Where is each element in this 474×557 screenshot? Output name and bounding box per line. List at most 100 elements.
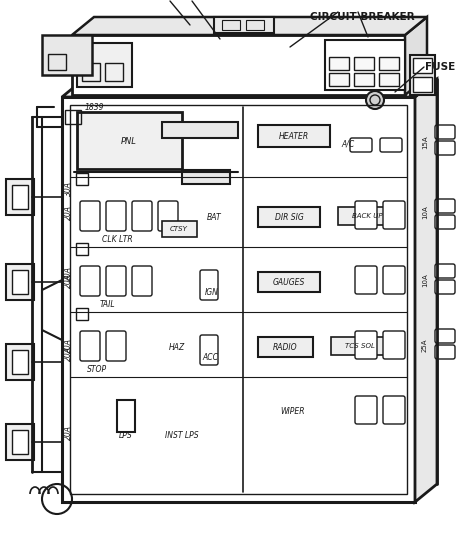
FancyBboxPatch shape: [80, 201, 100, 231]
FancyBboxPatch shape: [435, 280, 455, 294]
FancyBboxPatch shape: [350, 138, 372, 152]
Text: PNL: PNL: [121, 136, 137, 145]
Bar: [12, 185, 28, 209]
Text: INST LPS: INST LPS: [165, 432, 199, 441]
FancyBboxPatch shape: [200, 335, 218, 365]
FancyBboxPatch shape: [355, 331, 377, 359]
Bar: [162, 122, 238, 138]
Bar: [182, 170, 230, 184]
Text: CLK LTR: CLK LTR: [102, 234, 132, 243]
Text: WIPER: WIPER: [281, 408, 305, 417]
FancyBboxPatch shape: [106, 266, 126, 296]
Text: CIRCUIT BREAKER: CIRCUIT BREAKER: [310, 12, 415, 22]
Text: DIR SIG: DIR SIG: [274, 213, 303, 222]
Text: 25A: 25A: [422, 338, 428, 352]
Text: CTSY: CTSY: [170, 226, 188, 232]
Text: HAZ: HAZ: [169, 343, 185, 351]
Bar: [329, 57, 349, 70]
Bar: [413, 77, 432, 92]
FancyBboxPatch shape: [355, 201, 377, 229]
Text: RADIO: RADIO: [273, 343, 297, 351]
Bar: [6, 264, 34, 300]
Bar: [72, 35, 405, 95]
Bar: [331, 337, 389, 355]
Bar: [48, 54, 66, 70]
Bar: [42, 35, 92, 75]
FancyBboxPatch shape: [383, 331, 405, 359]
FancyBboxPatch shape: [383, 266, 405, 294]
Bar: [105, 63, 123, 81]
Text: 20A: 20A: [64, 345, 73, 360]
Bar: [70, 105, 407, 494]
Bar: [77, 43, 132, 87]
Text: STOP: STOP: [87, 364, 107, 374]
Text: 20A: 20A: [64, 204, 73, 219]
Bar: [329, 73, 349, 86]
Bar: [258, 125, 330, 147]
Bar: [76, 308, 88, 320]
Text: TCS SOL: TCS SOL: [345, 343, 375, 349]
Bar: [222, 20, 240, 30]
FancyBboxPatch shape: [435, 141, 455, 155]
Polygon shape: [415, 79, 437, 502]
Bar: [162, 221, 197, 237]
Text: 15A: 15A: [422, 135, 428, 149]
Bar: [258, 272, 320, 292]
Bar: [12, 270, 28, 294]
Bar: [6, 179, 34, 215]
FancyBboxPatch shape: [383, 201, 405, 229]
Bar: [258, 337, 313, 357]
FancyBboxPatch shape: [106, 201, 126, 231]
FancyBboxPatch shape: [435, 199, 455, 213]
Text: 20A: 20A: [64, 266, 73, 281]
Bar: [354, 57, 374, 70]
Text: 10A: 10A: [422, 205, 428, 219]
Bar: [77, 112, 182, 169]
FancyBboxPatch shape: [380, 138, 402, 152]
FancyBboxPatch shape: [132, 201, 152, 231]
FancyBboxPatch shape: [383, 396, 405, 424]
Bar: [354, 73, 374, 86]
Bar: [379, 57, 399, 70]
Text: 30A: 30A: [64, 180, 73, 196]
FancyBboxPatch shape: [355, 396, 377, 424]
Bar: [6, 344, 34, 380]
Bar: [12, 350, 28, 374]
Text: HEATER: HEATER: [279, 131, 309, 140]
Polygon shape: [62, 79, 437, 97]
Text: TAIL: TAIL: [99, 300, 115, 309]
Bar: [65, 110, 81, 124]
Bar: [82, 63, 100, 81]
Text: 20A: 20A: [64, 426, 73, 441]
FancyBboxPatch shape: [435, 215, 455, 229]
Bar: [410, 55, 435, 95]
FancyBboxPatch shape: [158, 201, 178, 231]
Text: IGN: IGN: [205, 287, 219, 296]
Bar: [258, 207, 320, 227]
FancyBboxPatch shape: [80, 266, 100, 296]
Text: A/C: A/C: [341, 139, 355, 149]
Polygon shape: [405, 17, 427, 95]
FancyBboxPatch shape: [355, 266, 377, 294]
Bar: [325, 40, 405, 90]
Bar: [338, 207, 396, 225]
FancyBboxPatch shape: [80, 331, 100, 361]
Bar: [117, 400, 135, 432]
Text: 20A: 20A: [64, 338, 73, 353]
Bar: [12, 430, 28, 454]
Bar: [76, 173, 88, 185]
Bar: [76, 243, 88, 255]
FancyBboxPatch shape: [106, 331, 126, 361]
Text: GAUGES: GAUGES: [273, 277, 305, 286]
Text: 10A: 10A: [422, 273, 428, 287]
FancyBboxPatch shape: [435, 264, 455, 278]
Text: 20A: 20A: [64, 272, 73, 287]
FancyBboxPatch shape: [435, 125, 455, 139]
Circle shape: [366, 91, 384, 109]
FancyBboxPatch shape: [132, 266, 152, 296]
FancyBboxPatch shape: [435, 345, 455, 359]
Bar: [379, 73, 399, 86]
Bar: [6, 424, 34, 460]
FancyBboxPatch shape: [435, 329, 455, 343]
Text: FUSE: FUSE: [425, 62, 455, 72]
